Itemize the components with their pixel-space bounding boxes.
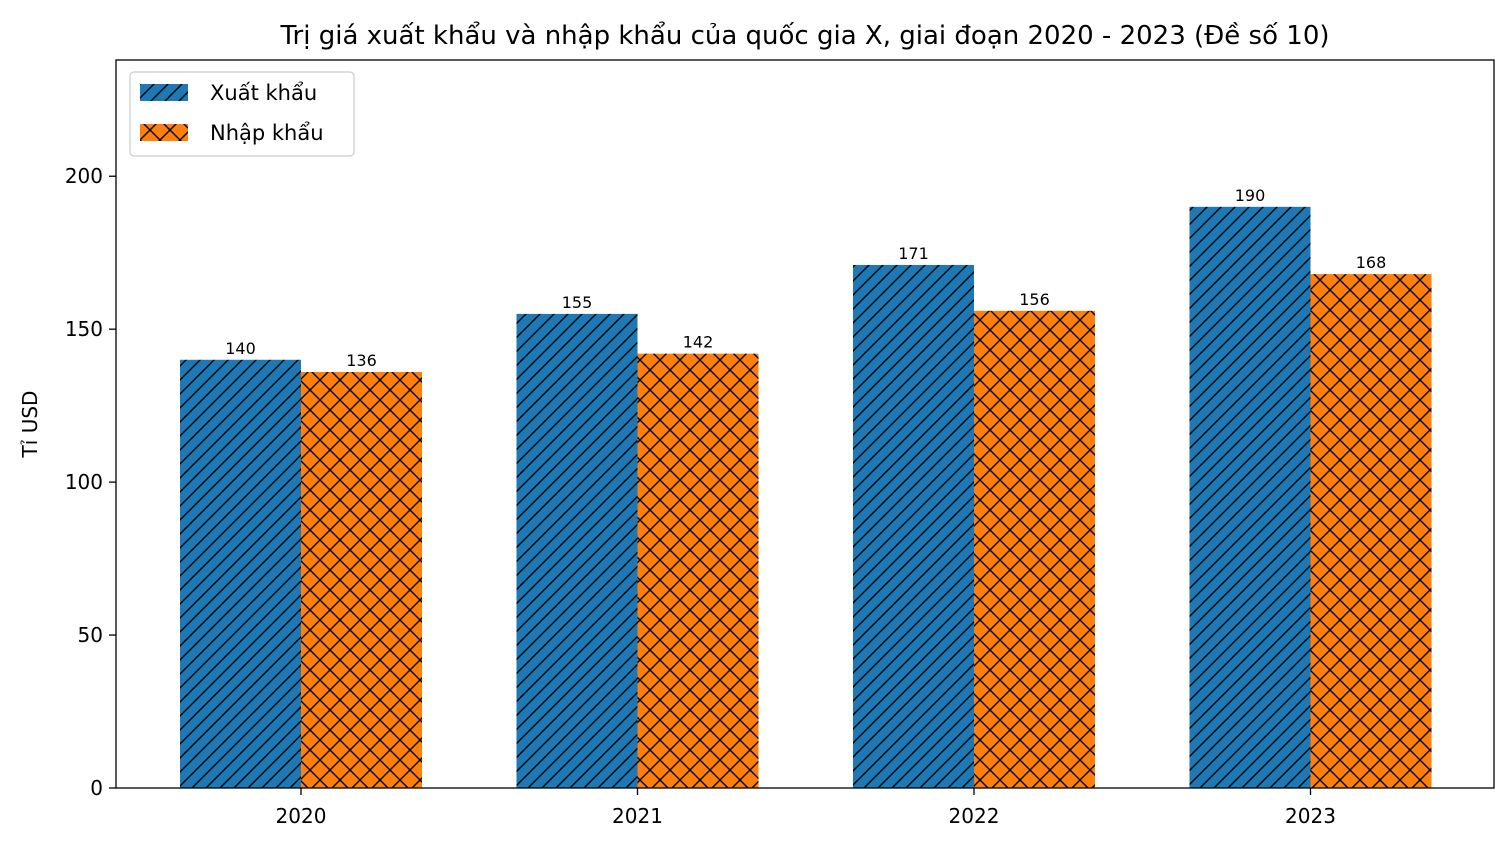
y-tick-label: 100 xyxy=(65,470,103,494)
y-tick-label: 0 xyxy=(90,776,103,800)
bar-import-2023 xyxy=(1310,274,1432,788)
x-tick-label: 2023 xyxy=(1285,804,1336,828)
x-tick-label: 2022 xyxy=(949,804,1000,828)
data-label-import-2020: 136 xyxy=(346,351,377,370)
data-label-export-2020: 140 xyxy=(225,339,256,358)
y-axis-label: Tỉ USD xyxy=(18,391,42,459)
legend-label-export: Xuất khẩu xyxy=(210,81,317,105)
bar-export-2021 xyxy=(516,313,638,788)
x-tick-label: 2020 xyxy=(276,804,327,828)
x-tick-label: 2021 xyxy=(612,804,663,828)
y-tick-label: 150 xyxy=(65,317,103,341)
bar-export-2022 xyxy=(853,264,974,788)
data-label-export-2022: 171 xyxy=(898,244,929,263)
chart-title: Trị giá xuất khẩu và nhập khẩu của quốc … xyxy=(279,20,1329,51)
data-label-import-2023: 168 xyxy=(1356,253,1387,272)
bar-import-2020 xyxy=(301,372,422,788)
data-label-export-2023: 190 xyxy=(1235,186,1266,205)
chart-legend: Xuất khẩu Nhập khẩu xyxy=(129,71,355,157)
data-label-import-2022: 156 xyxy=(1019,290,1050,309)
bar-export-2020 xyxy=(180,359,301,788)
plot-frame xyxy=(115,59,1495,789)
data-label-import-2021: 142 xyxy=(683,333,714,352)
legend-label-import: Nhập khẩu xyxy=(210,121,324,145)
y-tick-label: 200 xyxy=(65,164,103,188)
bar-export-2023 xyxy=(1189,206,1311,788)
y-tick-label: 50 xyxy=(78,623,103,647)
data-label-export-2021: 155 xyxy=(562,293,593,312)
bar-import-2022 xyxy=(974,310,1095,788)
bar-import-2021 xyxy=(637,353,759,788)
legend-swatch-import xyxy=(140,124,188,141)
legend-swatch-export xyxy=(140,84,188,101)
